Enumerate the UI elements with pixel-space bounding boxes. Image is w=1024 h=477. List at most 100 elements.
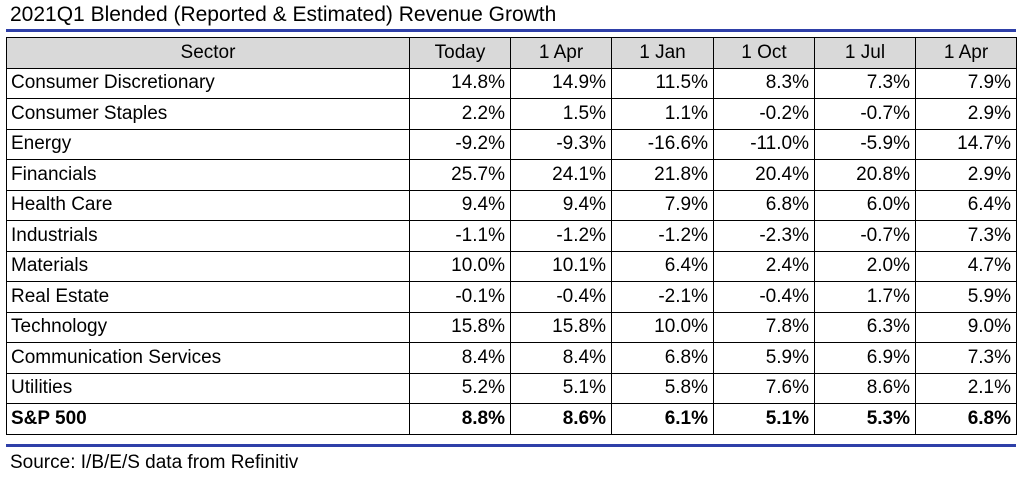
sector-name: Industrials	[6, 220, 410, 252]
growth-value: 9.4%	[510, 189, 612, 221]
growth-value: 25.7%	[409, 159, 511, 191]
growth-value: 7.8%	[713, 311, 815, 343]
table-row: Health Care 9.4% 9.4% 7.9% 6.8% 6.0% 6.4%	[6, 189, 1017, 221]
sector-name: Communication Services	[6, 342, 410, 374]
table-row: Utilities 5.2% 5.1% 5.8% 7.6% 8.6% 2.1%	[6, 372, 1017, 404]
growth-value: 2.0%	[814, 250, 916, 282]
sector-name: Technology	[6, 311, 410, 343]
growth-value: -9.2%	[409, 128, 511, 160]
growth-value: -2.1%	[611, 281, 714, 313]
growth-value: 7.3%	[814, 67, 916, 99]
growth-value: 4.7%	[915, 250, 1017, 282]
sector-name: Health Care	[6, 189, 410, 221]
growth-value: -0.4%	[510, 281, 612, 313]
growth-value: 10.0%	[409, 250, 511, 282]
table-row: Consumer Discretionary 14.8% 14.9% 11.5% 8.3…	[6, 67, 1017, 99]
growth-value: 8.6%	[814, 372, 916, 404]
growth-value: -5.9%	[814, 128, 916, 160]
growth-value: 6.0%	[814, 189, 916, 221]
growth-value: -1.2%	[611, 220, 714, 252]
column-header-sector: Sector	[6, 37, 410, 69]
table-row: Technology 15.8% 15.8% 10.0% 7.8% 6.3% 9.0%	[6, 311, 1017, 343]
growth-value: 2.1%	[915, 372, 1017, 404]
growth-value: -0.2%	[713, 98, 815, 130]
growth-value: 6.9%	[814, 342, 916, 374]
growth-value: 5.9%	[915, 281, 1017, 313]
sector-name: Consumer Staples	[6, 98, 410, 130]
growth-value: 6.4%	[611, 250, 714, 282]
revenue-growth-table: Sector Today 1 Apr 1 Jan 1 Oct 1 Jul 1 A…	[6, 37, 1017, 435]
source-rule	[6, 444, 1016, 447]
growth-value: -2.3%	[713, 220, 815, 252]
growth-value: -0.7%	[814, 98, 916, 130]
sector-name: Financials	[6, 159, 410, 191]
growth-value: -0.7%	[814, 220, 916, 252]
growth-value: -9.3%	[510, 128, 612, 160]
growth-value: 10.1%	[510, 250, 612, 282]
growth-value: 6.8%	[915, 403, 1017, 435]
growth-value: 7.9%	[611, 189, 714, 221]
growth-value: 2.4%	[713, 250, 815, 282]
growth-value: 9.0%	[915, 311, 1017, 343]
growth-value: 7.6%	[713, 372, 815, 404]
growth-value: 2.9%	[915, 98, 1017, 130]
growth-value: 8.8%	[409, 403, 511, 435]
growth-value: 5.3%	[814, 403, 916, 435]
table-row: Energy -9.2% -9.3% -16.6% -11.0% -5.9% 14.7%	[6, 128, 1017, 160]
column-header-1-apr: 1 Apr	[510, 37, 612, 69]
growth-value: 7.9%	[915, 67, 1017, 99]
growth-value: 6.4%	[915, 189, 1017, 221]
table-row: Real Estate -0.1% -0.4% -2.1% -0.4% 1.7% 5.9%	[6, 281, 1017, 313]
table-row: Materials 10.0% 10.1% 6.4% 2.4% 2.0% 4.7%	[6, 250, 1017, 282]
growth-value: 11.5%	[611, 67, 714, 99]
title-underline	[6, 29, 1016, 32]
sector-name: Energy	[6, 128, 410, 160]
growth-value: 20.8%	[814, 159, 916, 191]
growth-value: 1.7%	[814, 281, 916, 313]
sector-name: Materials	[6, 250, 410, 282]
table-row: Financials 25.7% 24.1% 21.8% 20.4% 20.8% 2.9%	[6, 159, 1017, 191]
growth-value: 24.1%	[510, 159, 612, 191]
growth-value: 20.4%	[713, 159, 815, 191]
growth-value: -1.1%	[409, 220, 511, 252]
column-header-today: Today	[409, 37, 511, 69]
growth-value: -0.1%	[409, 281, 511, 313]
column-header-1-oct: 1 Oct	[713, 37, 815, 69]
table-row: Communication Services 8.4% 8.4% 6.8% 5.9% 6.…	[6, 342, 1017, 374]
total-row: S&P 500 8.8% 8.6% 6.1% 5.1% 5.3% 6.8%	[6, 403, 1017, 435]
growth-value: 5.1%	[713, 403, 815, 435]
growth-value: 5.2%	[409, 372, 511, 404]
growth-value: -0.4%	[713, 281, 815, 313]
growth-value: 7.3%	[915, 220, 1017, 252]
growth-value: 15.8%	[409, 311, 511, 343]
source-note: Source: I/B/E/S data from Refinitiv	[10, 452, 299, 473]
growth-value: 10.0%	[611, 311, 714, 343]
growth-value: 9.4%	[409, 189, 511, 221]
column-header-1-jan: 1 Jan	[611, 37, 714, 69]
growth-value: 5.1%	[510, 372, 612, 404]
growth-value: 6.8%	[713, 189, 815, 221]
growth-value: 14.8%	[409, 67, 511, 99]
growth-value: 14.9%	[510, 67, 612, 99]
sector-name: Utilities	[6, 372, 410, 404]
column-header-1-jul: 1 Jul	[814, 37, 916, 69]
sector-name: Consumer Discretionary	[6, 67, 410, 99]
growth-value: 5.8%	[611, 372, 714, 404]
table-row: Industrials -1.1% -1.2% -1.2% -2.3% -0.7% 7.3%	[6, 220, 1017, 252]
growth-value: 21.8%	[611, 159, 714, 191]
growth-value: 6.3%	[814, 311, 916, 343]
growth-value: 8.4%	[409, 342, 511, 374]
growth-value: 15.8%	[510, 311, 612, 343]
growth-value: -16.6%	[611, 128, 714, 160]
growth-value: 14.7%	[915, 128, 1017, 160]
growth-value: -11.0%	[713, 128, 815, 160]
growth-value: -1.2%	[510, 220, 612, 252]
growth-value: 8.4%	[510, 342, 612, 374]
header-row: Sector Today 1 Apr 1 Jan 1 Oct 1 Jul 1 A…	[6, 37, 1017, 69]
table-title: 2021Q1 Blended (Reported & Estimated) Re…	[10, 3, 557, 26]
growth-value: 1.1%	[611, 98, 714, 130]
growth-value: 8.6%	[510, 403, 612, 435]
growth-value: 8.3%	[713, 67, 815, 99]
column-header-1-apr-prior: 1 Apr	[915, 37, 1017, 69]
growth-value: 7.3%	[915, 342, 1017, 374]
